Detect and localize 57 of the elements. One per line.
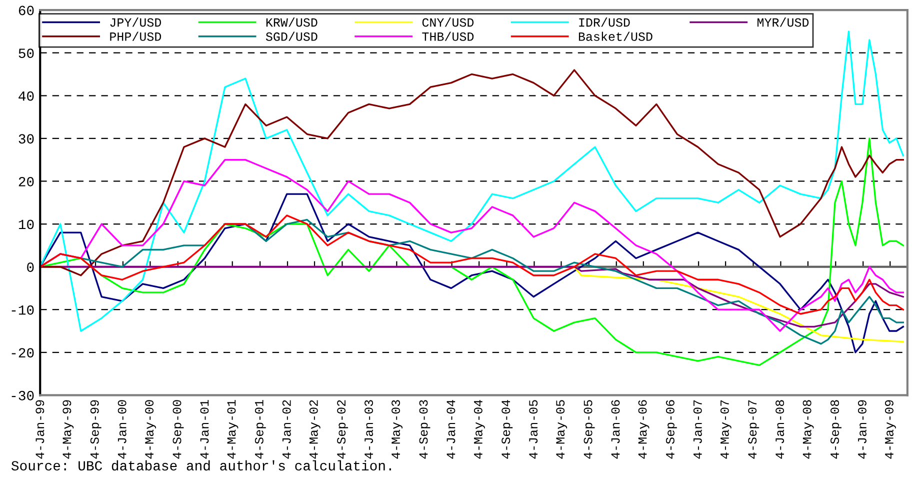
legend-label: SGD/USD	[266, 32, 318, 41]
y-tick-label: -10	[12, 305, 34, 315]
x-tick-label: 4-Jan-00	[118, 400, 126, 459]
x-tick-label: 4-May-07	[720, 400, 732, 459]
y-tick-label: -20	[12, 348, 34, 358]
x-tick-label: 4-Jan-03	[364, 400, 374, 459]
x-tick-label: 4-Sep-99	[90, 400, 102, 459]
legend-label: MYR/USD	[758, 18, 809, 27]
x-tick-label: 4-Sep-00	[172, 400, 184, 459]
y-tick-label: 10	[18, 220, 34, 230]
x-tick-label: 4-May-06	[638, 400, 650, 459]
x-tick-label: 4-Jan-07	[693, 400, 702, 459]
y-tick-label: 50	[18, 48, 34, 58]
x-tick-label: 4-May-09	[884, 400, 896, 459]
legend-label: CNY/USD	[422, 18, 474, 27]
x-tick-label: 4-Sep-08	[830, 400, 842, 459]
x-tick-label: 4-Sep-03	[419, 400, 430, 459]
legend-label: Basket/USD	[578, 32, 652, 41]
x-tick-label: 4-May-02	[309, 400, 320, 459]
x-tick-label: 4-May-03	[392, 400, 403, 459]
x-tick-label: 4-Sep-07	[748, 400, 760, 459]
x-tick-label: 4-Jan-01	[200, 400, 209, 459]
x-tick-label: 4-May-08	[802, 400, 814, 459]
x-tick-label: 4-May-00	[145, 400, 156, 459]
x-tick-label: 4-May-05	[556, 400, 568, 459]
legend-label: JPY/USD	[110, 18, 162, 27]
y-tick-label: 20	[18, 176, 34, 186]
y-tick-label: -30	[12, 390, 34, 400]
legend-label: IDR/USD	[579, 18, 630, 27]
x-tick-label: 4-Sep-02	[337, 400, 348, 459]
line-series	[40, 69, 904, 276]
line-series	[573, 266, 904, 343]
y-tick-label: 60	[18, 6, 34, 16]
x-tick-label: 4-Sep-06	[666, 400, 677, 459]
y-tick-label: 0	[27, 262, 34, 272]
source-note: Source: UBC database and author's calculation.	[11, 460, 391, 471]
y-tick-label: 40	[18, 91, 34, 101]
x-tick-label: 4-Sep-01	[254, 400, 266, 459]
x-tick-label: 4-Jan-04	[446, 400, 456, 459]
y-tick-label: 30	[18, 134, 34, 144]
legend-label: KRW/USD	[266, 18, 318, 27]
line-series	[40, 30, 904, 332]
legend-label: PHP/USD	[110, 32, 162, 41]
x-tick-label: 4-Jan-02	[282, 400, 291, 459]
line-series	[40, 214, 904, 315]
x-tick-label: 4-Jan-99	[36, 400, 44, 459]
legend-label: THB/USD	[422, 32, 474, 41]
x-tick-label: 4-Jan-09	[858, 400, 866, 459]
x-tick-label: 4-Jan-05	[529, 400, 538, 459]
x-tick-label: 4-Sep-05	[584, 400, 595, 459]
x-tick-label: 4-May-01	[227, 400, 238, 459]
x-tick-label: 4-May-04	[474, 400, 485, 459]
line-series	[40, 193, 904, 354]
x-tick-label: 4-Sep-04	[502, 400, 513, 459]
x-tick-label: 4-Jan-06	[611, 400, 620, 459]
x-tick-label: 4-May-99	[62, 400, 74, 459]
x-tick-label: 4-Jan-08	[776, 400, 784, 459]
